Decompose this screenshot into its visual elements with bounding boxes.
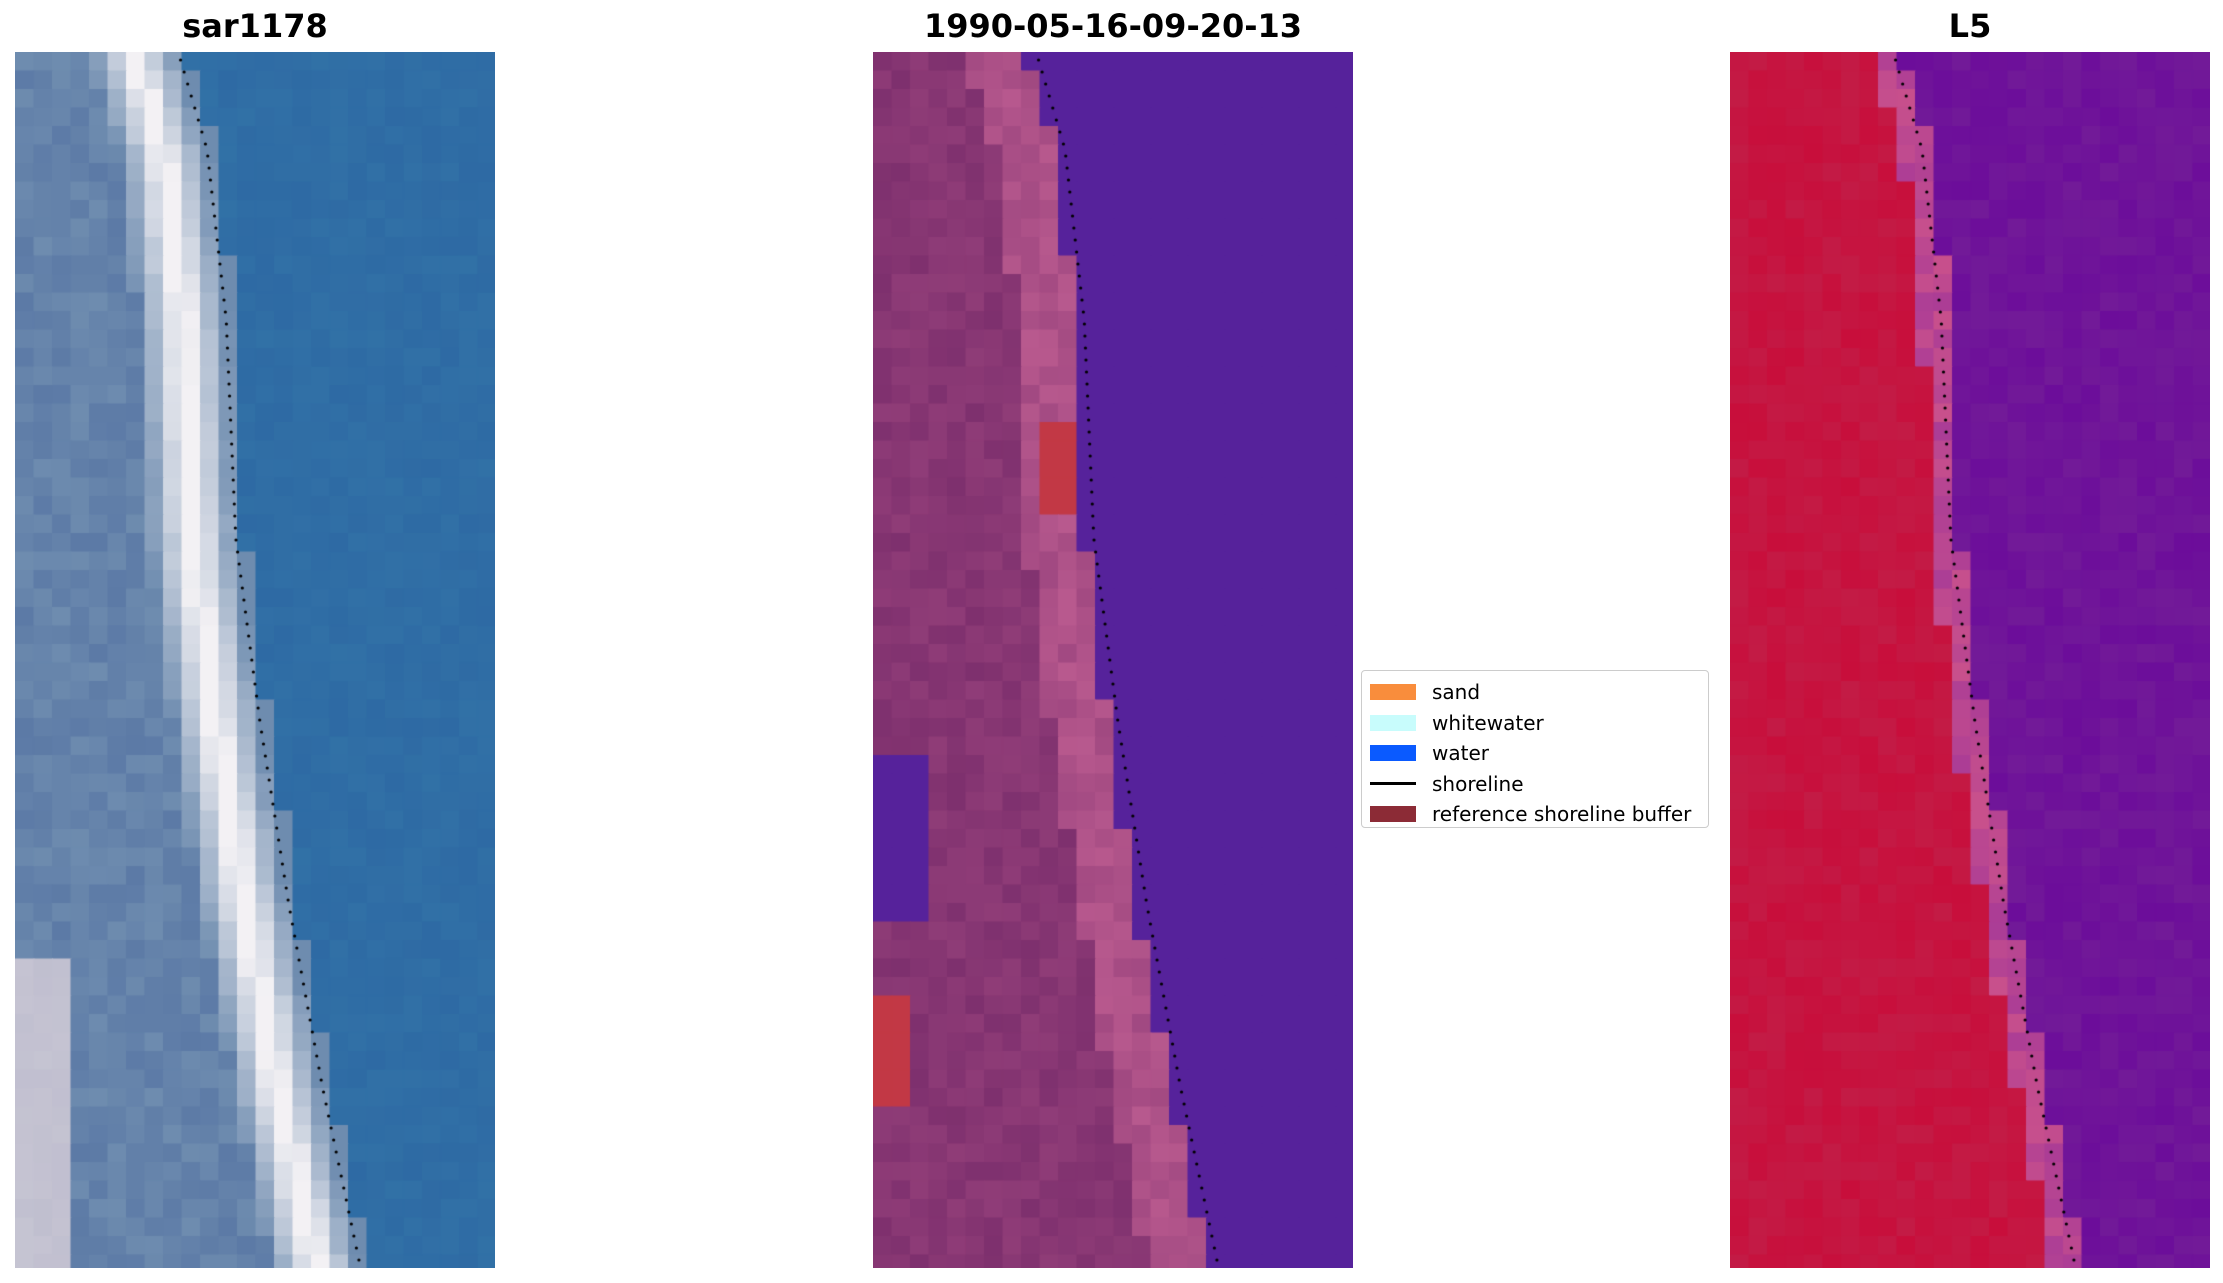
index-image-panel [1730,52,2210,1268]
legend-item-whitewater: whitewater [1370,708,1700,739]
shoreline-line-swatch [1370,782,1416,786]
rgb-image [15,52,495,1268]
sand-swatch [1370,684,1416,701]
legend-label-water: water [1432,741,1489,766]
classified-image-panel [873,52,1353,1268]
panel-title-classified: 1990-05-16-09-20-13 [923,7,1303,45]
classified-image [873,52,1353,1268]
panel-title-rgb: sar1178 [182,7,328,45]
panel-title-index: L5 [1948,7,1992,45]
legend-item-shoreline: shoreline [1370,769,1700,800]
legend: sand whitewater water shoreline referenc… [1361,670,1709,828]
legend-item-water: water [1370,738,1700,769]
legend-label-shoreline: shoreline [1432,771,1524,796]
legend-label-whitewater: whitewater [1432,710,1544,735]
legend-item-sand: sand [1370,677,1700,708]
water-swatch [1370,745,1416,762]
index-image [1730,52,2210,1268]
rgb-image-panel [15,52,495,1268]
legend-label-sand: sand [1432,680,1481,705]
legend-item-reference-buffer: reference shoreline buffer [1370,799,1700,830]
whitewater-swatch [1370,714,1416,731]
legend-label-reference-buffer: reference shoreline buffer [1432,802,1692,827]
reference-buffer-swatch [1370,806,1416,823]
